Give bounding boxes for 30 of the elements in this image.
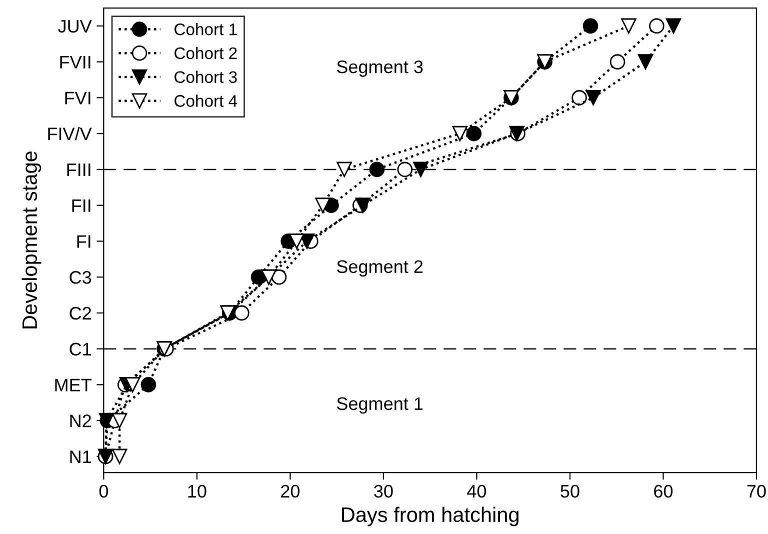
y-axis-title: Development stage [22, 151, 42, 328]
x-tick-label: 40 [467, 484, 486, 498]
y-tick-label: FVI [65, 92, 90, 104]
y-tick-label: N2 [70, 414, 91, 428]
x-axis-title: Days from hatching [342, 506, 518, 526]
y-tick-label: N1 [70, 450, 91, 463]
y-tick-label: FII [72, 199, 90, 212]
x-tick-label: 30 [374, 484, 393, 498]
y-tick-label: FIV/V [48, 127, 92, 140]
x-tick-label: 0 [99, 484, 108, 498]
y-tick-label: FVII [60, 56, 90, 68]
x-tick-label: 20 [281, 484, 300, 498]
legend-label: Cohort 2 [174, 46, 237, 60]
annotation: Segment 1 [336, 397, 423, 414]
x-tick-label: 70 [747, 484, 766, 498]
y-tick-label: JUV [58, 20, 92, 33]
y-tick-label: FIII [67, 164, 90, 176]
y-tick-label: C3 [70, 271, 92, 284]
annotation: Segment 3 [336, 60, 423, 77]
legend-label: Cohort 3 [174, 70, 237, 83]
legend-label: Cohort 4 [174, 94, 238, 107]
y-tick-label: C2 [70, 306, 91, 320]
x-tick-label: 60 [654, 484, 673, 498]
x-tick-label: 10 [188, 484, 206, 498]
x-tick-label: 50 [560, 484, 580, 498]
legend-label: Cohort 1 [174, 23, 237, 36]
y-tick-label: FI [77, 235, 90, 248]
annotation: Segment 2 [336, 260, 423, 277]
y-tick-label: C1 [70, 342, 91, 356]
y-tick-label: MET [55, 378, 92, 392]
